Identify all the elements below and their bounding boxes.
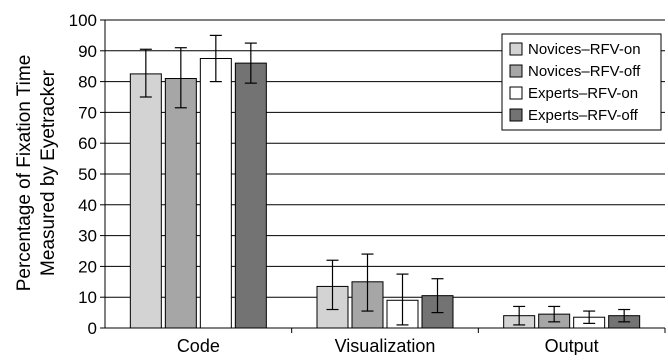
legend-label: Experts–RFV-on bbox=[528, 85, 638, 102]
y-axis-label-line-2: Measured by Eyetracker bbox=[38, 69, 59, 276]
y-tick-labels: 0 10 20 30 40 50 60 70 80 90 100 bbox=[69, 11, 97, 338]
x-category-label: Output bbox=[545, 336, 599, 355]
legend-swatch bbox=[509, 108, 523, 122]
y-tick-label: 40 bbox=[78, 196, 97, 215]
y-tick-label: 90 bbox=[78, 42, 97, 61]
legend: Novices–RFV-on Novices–RFV-off Experts–RFV… bbox=[501, 33, 662, 131]
y-axis-label-line-1: Percentage of Fixation Time bbox=[14, 55, 35, 292]
bar bbox=[129, 73, 162, 329]
bar bbox=[199, 58, 232, 329]
axes bbox=[100, 19, 666, 333]
y-tick-label: 30 bbox=[78, 227, 97, 246]
legend-swatch bbox=[509, 42, 523, 56]
bar bbox=[234, 62, 267, 329]
y-tick-label: 80 bbox=[78, 73, 97, 92]
y-tick-label: 0 bbox=[88, 319, 97, 338]
bar bbox=[164, 78, 197, 329]
gridlines bbox=[105, 19, 665, 298]
y-tick-label: 50 bbox=[78, 165, 97, 184]
y-tick-label: 60 bbox=[78, 134, 97, 153]
error-bars bbox=[139, 34, 631, 326]
y-tick-label: 100 bbox=[69, 11, 97, 30]
y-tick-label: 70 bbox=[78, 103, 97, 122]
y-tick-label: 10 bbox=[78, 288, 97, 307]
legend-label: Novices–RFV-off bbox=[528, 63, 641, 80]
y-tick-label: 20 bbox=[78, 257, 97, 276]
x-category-labels: Code Visualization Output bbox=[177, 336, 599, 356]
y-axis-title: Percentage of Fixation Time Measured by … bbox=[14, 55, 59, 292]
x-category-label: Visualization bbox=[335, 336, 436, 355]
legend-swatch bbox=[509, 86, 523, 100]
x-category-label: Code bbox=[177, 336, 220, 355]
legend-swatch bbox=[509, 64, 523, 78]
legend-label: Experts–RFV-off bbox=[528, 107, 639, 124]
legend-box bbox=[501, 33, 662, 131]
legend-label: Novices–RFV-on bbox=[528, 41, 641, 58]
